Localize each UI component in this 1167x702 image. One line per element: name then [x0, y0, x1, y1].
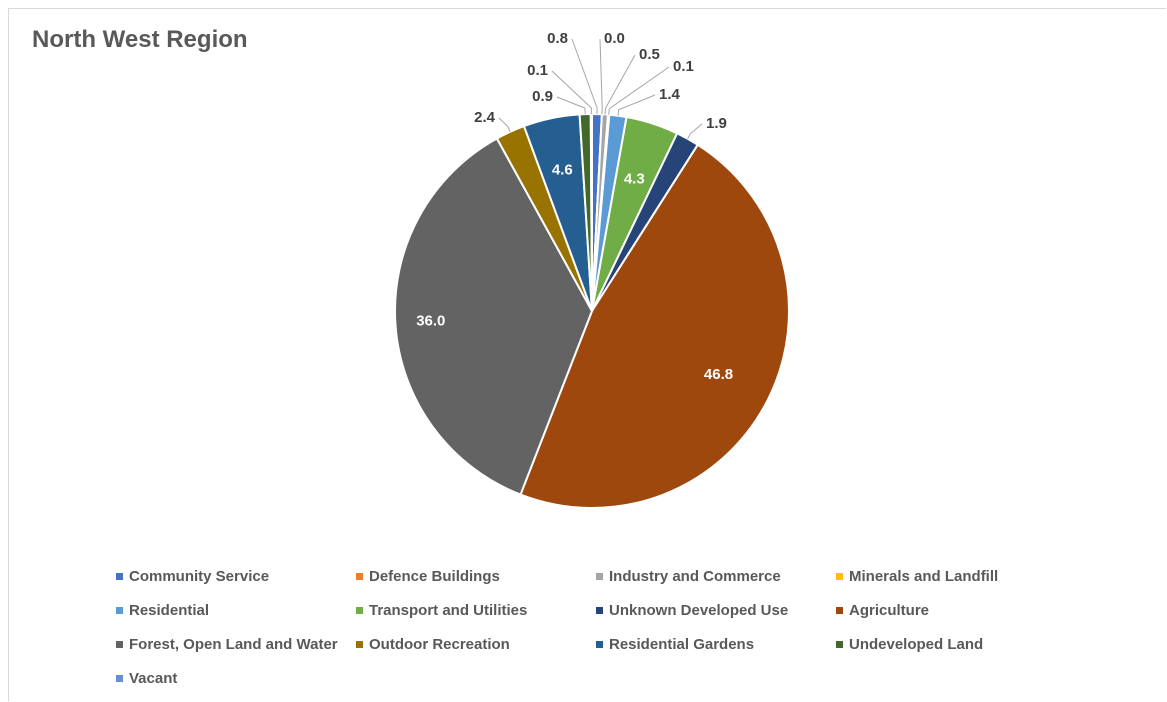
legend-item-industry-and-commerce: Industry and Commerce: [596, 568, 781, 585]
leader-line-minerals-and-landfill: [608, 66, 670, 115]
data-label-agriculture: 46.8: [704, 366, 733, 383]
leader-lines: [498, 38, 703, 140]
legend-item-transport-and-utilities: Transport and Utilities: [356, 602, 527, 619]
legend-item-residential-gardens: Residential Gardens: [596, 636, 754, 653]
leader-line-community-service: [571, 38, 598, 115]
legend-label: Residential Gardens: [609, 636, 755, 653]
legend-label: Community Service: [129, 568, 270, 585]
legend-label: Outdoor Recreation: [369, 636, 510, 653]
legend-swatch: [596, 607, 603, 614]
legend-item-residential: Residential: [116, 602, 209, 619]
legend-item-outdoor-recreation: Outdoor Recreation: [356, 636, 510, 653]
legend-item-forest-open-land-and-water: Forest, Open Land and Water: [116, 636, 338, 653]
data-label-industry-and-commerce: 0.5: [639, 46, 660, 63]
legend-swatch: [836, 573, 843, 580]
data-label-vacant: 0.1: [527, 62, 548, 79]
legend-swatch: [596, 641, 603, 648]
chart-frame: [8, 8, 1166, 701]
legend-label: Undeveloped Land: [849, 636, 984, 653]
data-label-minerals-and-landfill: 0.1: [673, 58, 694, 75]
legend-item-defence-buildings: Defence Buildings: [356, 568, 500, 585]
data-label-residential-gardens: 4.6: [552, 161, 573, 178]
legend-label: Agriculture: [849, 602, 930, 619]
data-label-residential: 1.4: [659, 86, 681, 103]
legend-item-vacant: Vacant: [116, 670, 177, 687]
legend-swatch: [116, 607, 123, 614]
leader-line-unknown-developed-use: [687, 123, 703, 140]
data-label-defence-buildings: 0.0: [604, 30, 625, 47]
chart-title: North West Region: [32, 26, 248, 53]
data-label-outdoor-recreation: 2.4: [474, 109, 496, 126]
legend-label: Defence Buildings: [369, 568, 500, 585]
legend-label: Minerals and Landfill: [849, 568, 999, 585]
legend-item-community-service: Community Service: [116, 568, 269, 585]
leader-line-residential: [617, 94, 656, 116]
legend-swatch: [836, 641, 843, 648]
slice-agriculture: [519, 143, 790, 509]
data-label-forest-open-land-and-water: 36.0: [416, 313, 445, 330]
pie-slices: [394, 112, 790, 509]
data-labels: 0.8 0.0 0.5 0.1 1.4 4.3 1.9 46.8 36.0 2.4 4.6 0.9 0.…: [416, 30, 733, 383]
data-label-undeveloped-land: 0.9: [532, 88, 553, 105]
legend-swatch: [116, 641, 123, 648]
legend-label: Transport and Utilities: [369, 602, 528, 619]
leader-line-vacant: [551, 70, 592, 115]
slice-forest-open-land-and-water: [394, 137, 594, 496]
slice-vacant: [589, 112, 593, 312]
legend-item-minerals-and-landfill: Minerals and Landfill: [836, 568, 998, 585]
legend-swatch: [116, 573, 123, 580]
legend-item-agriculture: Agriculture: [836, 602, 929, 619]
leader-line-undeveloped-land: [556, 96, 586, 115]
legend-label: Industry and Commerce: [609, 568, 781, 585]
data-label-unknown-developed-use: 1.9: [706, 115, 727, 132]
legend-label: Forest, Open Land and Water: [129, 636, 338, 653]
data-label-transport-and-utilities: 4.3: [624, 171, 645, 188]
legend-item-undeveloped-land: Undeveloped Land: [836, 636, 983, 653]
legend-swatch: [836, 607, 843, 614]
legend-item-unknown-developed-use: Unknown Developed Use: [596, 602, 788, 619]
legend-swatch: [356, 573, 363, 580]
pie-chart: 0.8 0.0 0.5 0.1 1.4 4.3 1.9 46.8 36.0 2.4 4.6 0.9 0.…: [394, 30, 790, 509]
legend-swatch: [116, 675, 123, 682]
legend-swatch: [596, 573, 603, 580]
legend-swatch: [356, 641, 363, 648]
legend-swatch: [356, 607, 363, 614]
leader-line-outdoor-recreation: [498, 117, 511, 132]
legend-label: Unknown Developed Use: [609, 602, 789, 619]
legend-label: Residential: [129, 602, 210, 619]
leader-line-defence-buildings: [599, 38, 603, 115]
legend-label: Vacant: [129, 670, 178, 687]
leader-line-industry-and-commerce: [604, 54, 636, 115]
data-label-community-service: 0.8: [547, 30, 568, 47]
